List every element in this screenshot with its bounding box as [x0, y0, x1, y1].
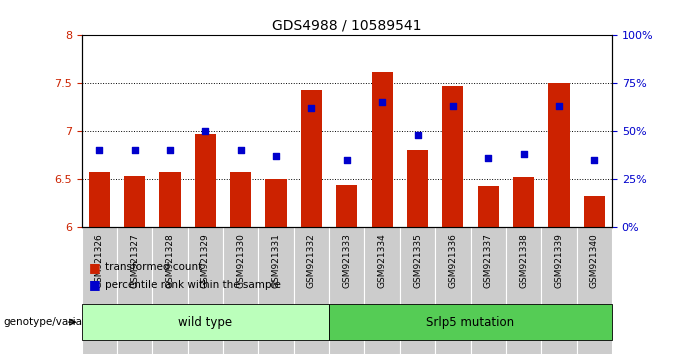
Bar [124, 176, 146, 227]
Bar [336, 185, 358, 227]
FancyBboxPatch shape [435, 227, 471, 354]
Point [200, 128, 211, 134]
FancyBboxPatch shape [541, 227, 577, 354]
Point [589, 157, 600, 162]
Bar [301, 90, 322, 227]
Point [129, 147, 140, 153]
Text: Srlp5 mutation: Srlp5 mutation [426, 316, 515, 329]
FancyBboxPatch shape [400, 227, 435, 354]
FancyBboxPatch shape [258, 227, 294, 354]
FancyBboxPatch shape [223, 227, 258, 354]
Bar [194, 134, 216, 227]
Bar [159, 172, 181, 227]
Text: percentile rank within the sample: percentile rank within the sample [105, 280, 282, 290]
Bar [548, 83, 570, 227]
Bar [477, 187, 499, 227]
Point [518, 151, 529, 157]
Bar [407, 150, 428, 227]
Text: genotype/variation: genotype/variation [3, 317, 103, 327]
Point [483, 155, 494, 161]
Text: ■: ■ [88, 279, 100, 291]
Point [165, 147, 175, 153]
FancyBboxPatch shape [577, 227, 612, 354]
FancyBboxPatch shape [152, 227, 188, 354]
FancyBboxPatch shape [188, 227, 223, 354]
Bar [442, 86, 464, 227]
FancyBboxPatch shape [506, 227, 541, 354]
Point [447, 103, 458, 109]
Point [271, 153, 282, 159]
FancyBboxPatch shape [294, 227, 329, 354]
Point [94, 147, 105, 153]
FancyBboxPatch shape [471, 227, 506, 354]
Point [412, 132, 423, 138]
Bar [583, 196, 605, 227]
Bar [88, 172, 110, 227]
Title: GDS4988 / 10589541: GDS4988 / 10589541 [272, 19, 422, 33]
Point [235, 147, 246, 153]
Bar [230, 172, 252, 227]
Text: ■: ■ [88, 261, 100, 274]
Point [554, 103, 564, 109]
FancyBboxPatch shape [329, 227, 364, 354]
Point [377, 99, 388, 105]
Point [341, 157, 352, 162]
Bar [265, 179, 287, 227]
Text: wild type: wild type [178, 316, 233, 329]
FancyBboxPatch shape [117, 227, 152, 354]
Bar [513, 177, 534, 227]
Text: transformed count: transformed count [105, 262, 203, 272]
Bar [371, 72, 393, 227]
Point [306, 105, 317, 111]
FancyBboxPatch shape [82, 227, 117, 354]
FancyBboxPatch shape [364, 227, 400, 354]
